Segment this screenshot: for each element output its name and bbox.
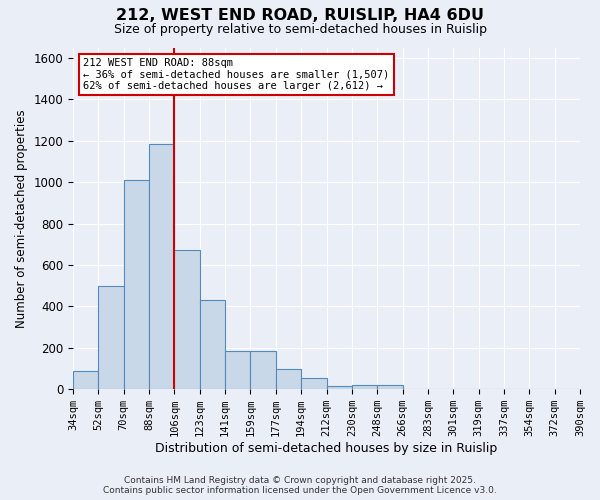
- Bar: [149, 144, 175, 389]
- Bar: [326, 386, 352, 389]
- Bar: [175, 250, 200, 389]
- Bar: [124, 180, 149, 389]
- Bar: [276, 368, 301, 389]
- X-axis label: Distribution of semi-detached houses by size in Ruislip: Distribution of semi-detached houses by …: [155, 442, 497, 455]
- Bar: [352, 385, 377, 389]
- Bar: [301, 378, 326, 389]
- Bar: [377, 385, 403, 389]
- Text: Size of property relative to semi-detached houses in Ruislip: Size of property relative to semi-detach…: [113, 22, 487, 36]
- Bar: [200, 300, 225, 389]
- Bar: [73, 370, 98, 389]
- Text: Contains HM Land Registry data © Crown copyright and database right 2025.
Contai: Contains HM Land Registry data © Crown c…: [103, 476, 497, 495]
- Bar: [225, 351, 250, 389]
- Bar: [98, 286, 124, 389]
- Y-axis label: Number of semi-detached properties: Number of semi-detached properties: [15, 109, 28, 328]
- Text: 212 WEST END ROAD: 88sqm
← 36% of semi-detached houses are smaller (1,507)
62% o: 212 WEST END ROAD: 88sqm ← 36% of semi-d…: [83, 58, 389, 91]
- Text: 212, WEST END ROAD, RUISLIP, HA4 6DU: 212, WEST END ROAD, RUISLIP, HA4 6DU: [116, 8, 484, 22]
- Bar: [250, 351, 276, 389]
